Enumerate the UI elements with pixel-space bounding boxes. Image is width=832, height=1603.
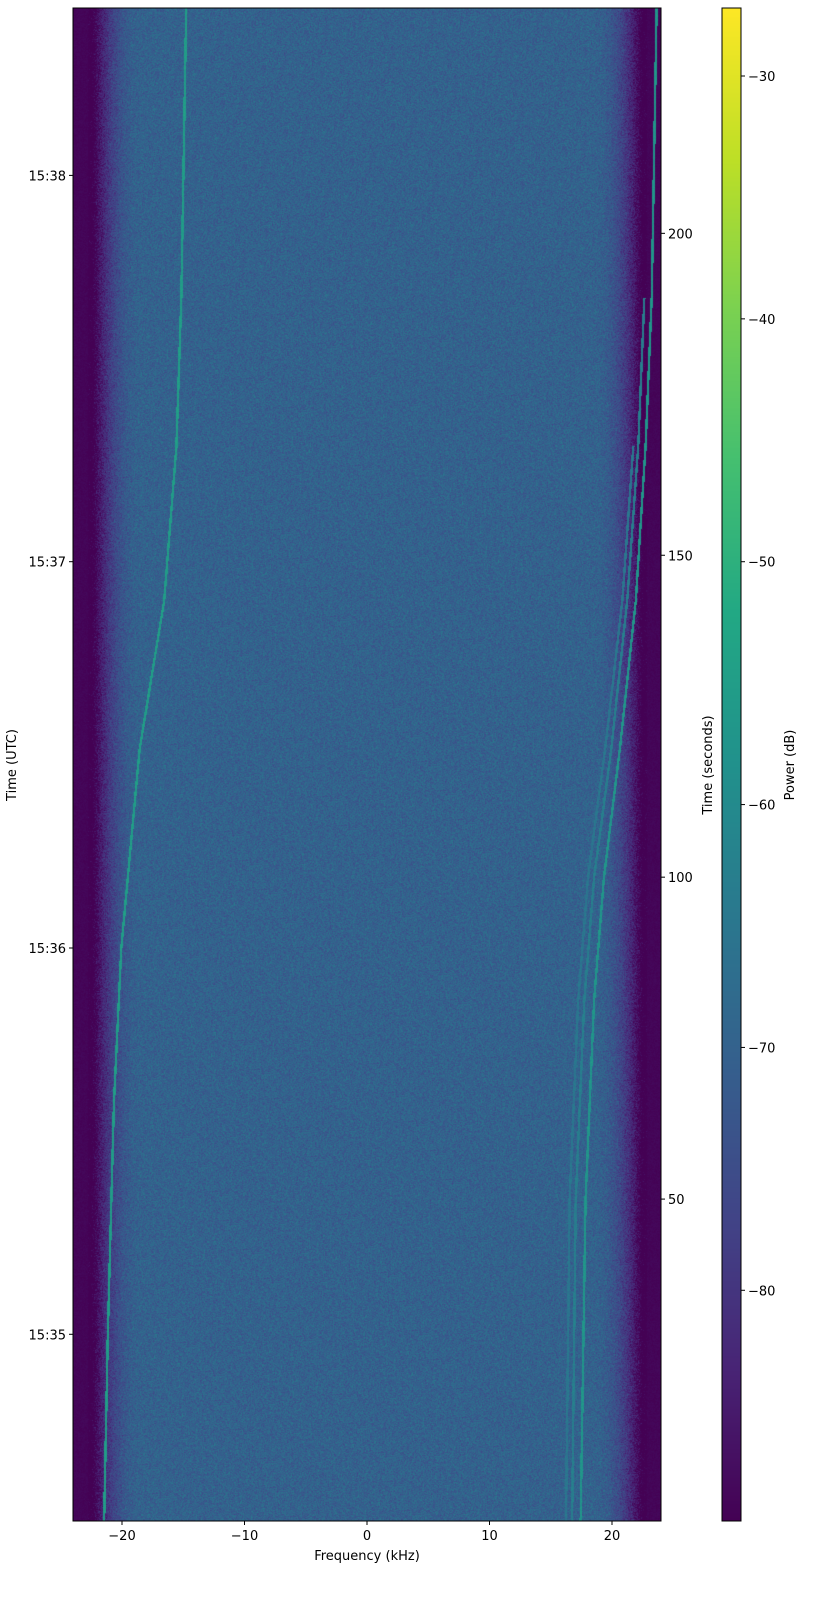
colorbar-frame xyxy=(721,7,742,1522)
right-y-tick-label: 100 xyxy=(668,871,693,886)
left-y-tick-label: 15:36 xyxy=(29,942,66,957)
left-y-tick-label: 15:38 xyxy=(29,169,66,184)
x-tick-label: 10 xyxy=(481,1529,498,1544)
right-y-tick-label: 150 xyxy=(668,549,693,564)
colorbar-label: Power (dB) xyxy=(783,730,798,801)
left-y-tick-label: 15:35 xyxy=(29,1328,66,1343)
colorbar-tick-label: −40 xyxy=(748,313,775,328)
right-y-tick-label: 200 xyxy=(668,227,693,242)
colorbar xyxy=(722,8,741,1521)
left-y-tick-label: 15:37 xyxy=(29,556,66,571)
spectrogram-image xyxy=(73,8,661,1521)
colorbar-tick-label: −50 xyxy=(748,556,775,571)
right-y-axis-label: Time (seconds) xyxy=(701,715,716,815)
x-tick-label: 20 xyxy=(604,1529,621,1544)
x-axis-label: Frequency (kHz) xyxy=(314,1549,420,1564)
colorbar-tick-label: −70 xyxy=(748,1041,775,1056)
left-y-axis-label: Time (UTC) xyxy=(5,729,20,802)
plot-frame xyxy=(72,7,662,1522)
colorbar-tick-label: −30 xyxy=(748,70,775,85)
x-tick-label: 0 xyxy=(363,1529,371,1544)
right-y-tick-label: 50 xyxy=(668,1193,685,1208)
colorbar-tick-label: −60 xyxy=(748,799,775,814)
x-tick-label: −20 xyxy=(108,1529,135,1544)
x-tick-label: −10 xyxy=(231,1529,258,1544)
colorbar-tick-label: −80 xyxy=(748,1284,775,1299)
